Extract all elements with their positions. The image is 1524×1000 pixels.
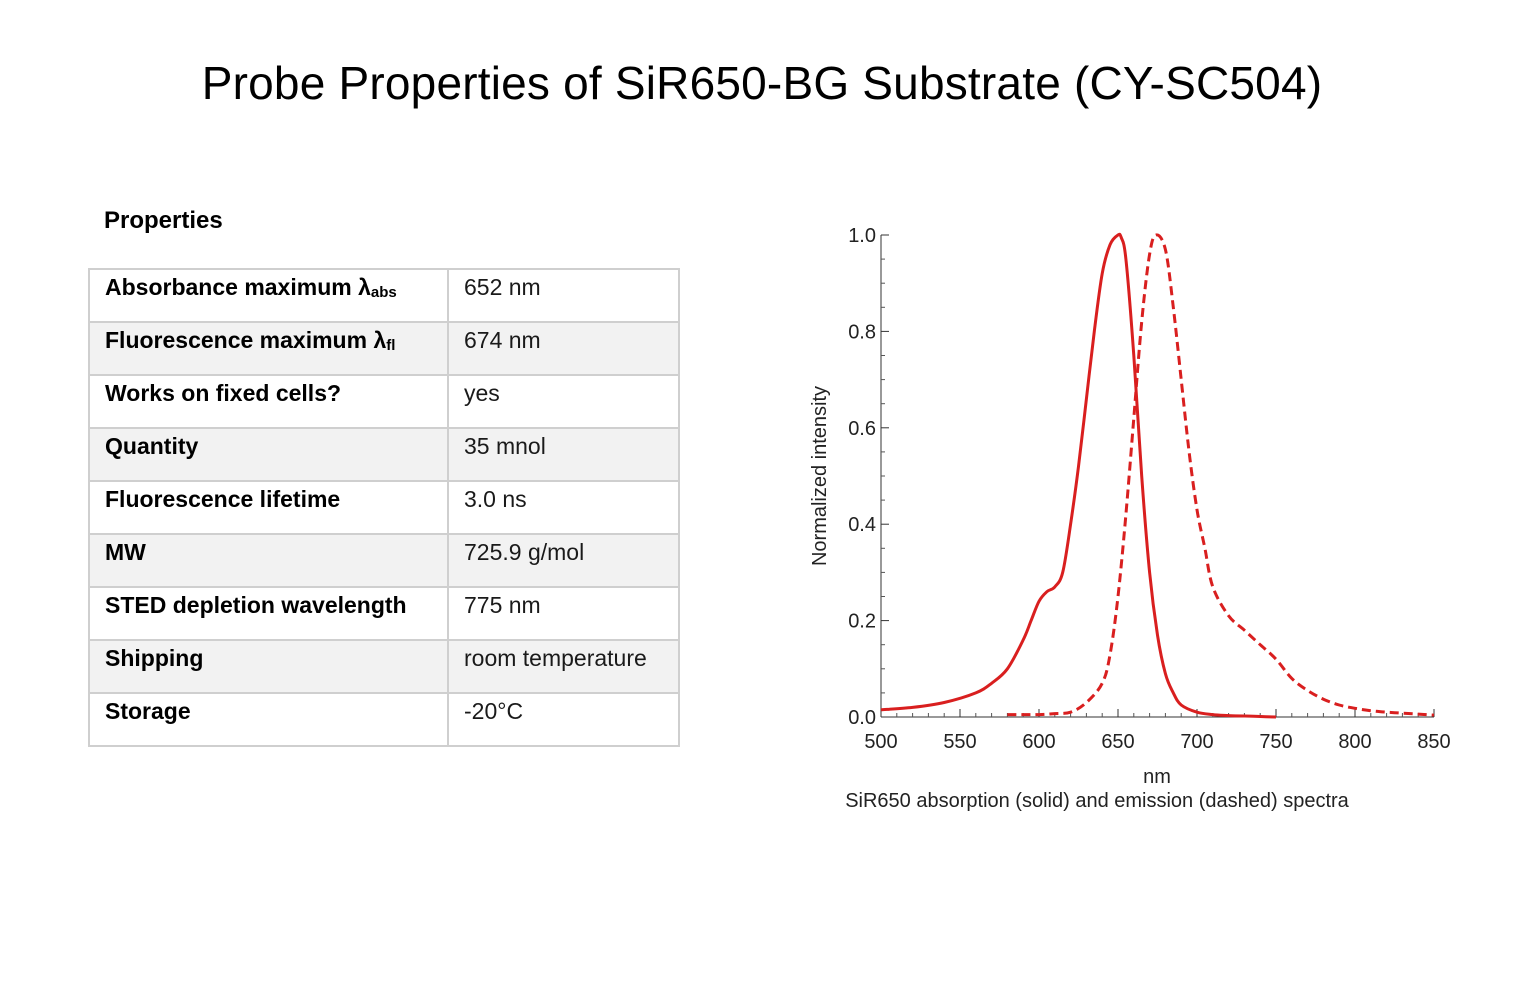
property-value: 3.0 ns <box>447 480 680 535</box>
table-row: Fluorescence maximum λfl 674 nm <box>88 321 680 376</box>
property-label: MW <box>88 533 449 588</box>
property-label: STED depletion wavelength <box>88 586 449 641</box>
property-value: 35 mnol <box>447 427 680 482</box>
chart-caption: SiR650 absorption (solid) and emission (… <box>845 790 1349 812</box>
absorption-series-line <box>880 232 1277 719</box>
property-value: -20°C <box>447 692 680 747</box>
emission-series-line <box>1007 233 1435 717</box>
x-tick-label: 850 <box>1417 731 1450 753</box>
property-label-text: Fluorescence maximum λ <box>105 327 387 353</box>
x-tick-label: 800 <box>1338 731 1371 753</box>
property-label: Fluorescence lifetime <box>88 480 449 535</box>
table-row: Works on fixed cells? yes <box>88 374 680 429</box>
table-row: STED depletion wavelength 775 nm <box>88 586 680 641</box>
chart-axes: 0.0 0.2 0.4 0.6 0.8 1.0 500 550 600 650 700 750 800 8… <box>848 225 1451 753</box>
property-label-subscript: fl <box>386 337 396 354</box>
property-label: Quantity <box>88 427 449 482</box>
page-title: Probe Properties of SiR650-BG Substrate … <box>201 57 1323 109</box>
property-label: Shipping <box>88 639 449 694</box>
properties-heading: Properties <box>104 207 223 234</box>
chart-series <box>880 232 1435 719</box>
x-axis-title: nm <box>1143 766 1171 788</box>
x-tick-label: 700 <box>1180 731 1213 753</box>
table-row: Absorbance maximum λabs 652 nm <box>88 268 680 323</box>
property-value: room temperature <box>447 639 680 694</box>
table-row: Storage -20°C <box>88 692 680 747</box>
x-tick-label: 550 <box>943 731 976 753</box>
x-tick-label: 750 <box>1259 731 1292 753</box>
property-value: 725.9 g/mol <box>447 533 680 588</box>
property-label: Works on fixed cells? <box>88 374 449 429</box>
property-label-text: Absorbance maximum λ <box>105 274 371 300</box>
y-tick-label: 0.0 <box>848 707 876 729</box>
y-tick-label: 0.4 <box>848 514 876 536</box>
property-value: 652 nm <box>447 268 680 323</box>
property-label-subscript: abs <box>370 284 397 301</box>
table-row: Fluorescence lifetime 3.0 ns <box>88 480 680 535</box>
chart-labels: Normalized intensity nm SiR650 absorptio… <box>809 386 1350 812</box>
y-tick-label: 0.2 <box>848 611 876 633</box>
property-value: yes <box>447 374 680 429</box>
property-value: 674 nm <box>447 321 680 376</box>
properties-table: Absorbance maximum λabs 652 nm Fluoresce… <box>88 268 680 747</box>
y-axis-title: Normalized intensity <box>809 386 831 566</box>
x-tick-label: 650 <box>1101 731 1134 753</box>
y-tick-label: 0.6 <box>848 418 876 440</box>
y-tick-label: 1.0 <box>848 225 876 247</box>
property-label: Fluorescence maximum λfl <box>88 321 449 376</box>
x-tick-label: 600 <box>1022 731 1055 753</box>
y-tick-label: 0.8 <box>848 321 876 343</box>
table-row: Shipping room temperature <box>88 639 680 694</box>
property-value: 775 nm <box>447 586 680 641</box>
table-row: MW 725.9 g/mol <box>88 533 680 588</box>
table-row: Quantity 35 mnol <box>88 427 680 482</box>
property-label: Absorbance maximum λabs <box>88 268 449 323</box>
property-label: Storage <box>88 692 449 747</box>
x-tick-label: 500 <box>864 731 897 753</box>
